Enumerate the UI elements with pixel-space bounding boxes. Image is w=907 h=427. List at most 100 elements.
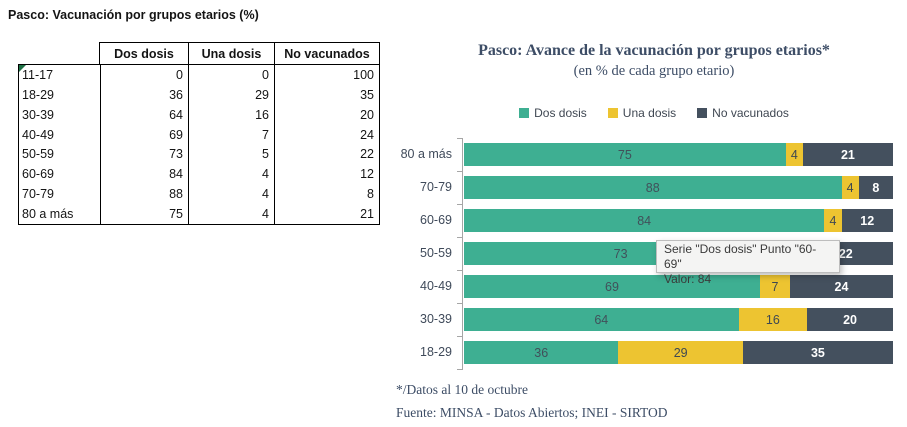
bar-data-label: 36 xyxy=(534,345,549,360)
bar-segment[interactable]: 84 xyxy=(464,209,825,232)
value-cell[interactable]: 4 xyxy=(262,207,269,222)
bar-data-label: 69 xyxy=(605,279,619,294)
table-row: 50-59 73 5 22 xyxy=(19,145,379,165)
value-cell[interactable]: 24 xyxy=(360,127,374,142)
bar-row: 84 4 12 xyxy=(464,209,893,232)
table-body: 11-17 0 0 100 18-29 36 29 35 30-39 64 16 20 40-49 69 7… xyxy=(18,64,380,225)
bar-segment[interactable]: 75 xyxy=(464,143,786,166)
category-label[interactable]: 80 a más xyxy=(400,147,452,161)
category-label[interactable]: 70-79 xyxy=(420,180,452,194)
row-label-cell[interactable]: 50-59 xyxy=(22,147,54,162)
row-label-cell[interactable]: 80 a más xyxy=(22,207,74,222)
value-cell[interactable]: 100 xyxy=(353,67,374,82)
value-cell[interactable]: 75 xyxy=(169,207,183,222)
row-label-cell[interactable]: 70-79 xyxy=(22,187,54,202)
value-cell[interactable]: 0 xyxy=(262,67,269,82)
row-label-cell[interactable]: 18-29 xyxy=(22,87,54,102)
value-cell[interactable]: 7 xyxy=(262,127,269,142)
row-label-cell[interactable]: 11-17 xyxy=(19,65,100,85)
chart-subtitle: (en % de cada grupo etario) xyxy=(573,63,735,79)
table-header-dos-dosis[interactable]: Dos dosis xyxy=(114,46,174,61)
column-divider xyxy=(274,65,275,224)
bar-segment[interactable]: 20 xyxy=(807,308,893,331)
bar-data-label: 4 xyxy=(790,147,798,162)
bar-row: 69 7 24 xyxy=(464,275,893,298)
value-cell[interactable]: 64 xyxy=(169,107,183,122)
legend: Dos dosis Una dosis No vacunados xyxy=(400,106,907,120)
bar-segment[interactable]: 29 xyxy=(618,341,743,364)
bar-data-label: 88 xyxy=(645,180,660,195)
value-cell[interactable]: 73 xyxy=(169,147,183,162)
value-cell[interactable]: 20 xyxy=(360,107,374,122)
value-cell[interactable]: 16 xyxy=(255,107,269,122)
legend-item[interactable]: Una dosis xyxy=(607,106,676,120)
value-cell[interactable]: 21 xyxy=(360,207,374,222)
category-label[interactable]: 30-39 xyxy=(420,312,452,326)
bar-data-label: 35 xyxy=(810,345,825,360)
bar-segment[interactable]: 69 xyxy=(464,275,760,298)
bar-row: 36 29 35 xyxy=(464,341,893,364)
category-label[interactable]: 50-59 xyxy=(420,246,452,260)
bar-segment[interactable]: 24 xyxy=(790,275,893,298)
legend-label: No vacunados xyxy=(712,106,789,120)
table-header-una-dosis[interactable]: Una dosis xyxy=(188,43,274,64)
bar-data-label: 4 xyxy=(846,180,854,195)
bar-row: 75 4 21 xyxy=(464,143,893,166)
bar-segment[interactable]: 88 xyxy=(464,176,842,199)
bar-segment[interactable]: 4 xyxy=(785,143,803,166)
value-cell[interactable]: 8 xyxy=(367,187,374,202)
row-label-cell[interactable]: 60-69 xyxy=(22,167,54,182)
table-row: 11-17 0 0 100 xyxy=(19,65,379,85)
bar-segment[interactable]: 8 xyxy=(858,176,893,199)
axis-tick xyxy=(457,369,462,370)
bar-row: 64 16 20 xyxy=(464,308,893,331)
row-label-cell[interactable]: 30-39 xyxy=(22,107,54,122)
axis-tick xyxy=(457,336,462,337)
bar-data-label: 16 xyxy=(765,312,780,327)
category-label[interactable]: 18-29 xyxy=(420,345,452,359)
value-cell[interactable]: 36 xyxy=(169,87,183,102)
value-cell[interactable]: 4 xyxy=(262,187,269,202)
legend-item[interactable]: Dos dosis xyxy=(519,106,587,120)
value-cell[interactable]: 0 xyxy=(176,67,183,82)
value-cell[interactable]: 35 xyxy=(360,87,374,102)
table-header-no-vacunados[interactable]: No vacunados xyxy=(274,43,379,64)
bar-segment[interactable]: 7 xyxy=(760,275,791,298)
value-cell[interactable]: 29 xyxy=(255,87,269,102)
axis-tick xyxy=(457,204,462,205)
value-cell[interactable]: 22 xyxy=(360,147,374,162)
legend-label: Dos dosis xyxy=(534,106,587,120)
legend-item[interactable]: No vacunados xyxy=(697,106,789,120)
value-cell[interactable]: 12 xyxy=(360,167,374,182)
bar-segment[interactable]: 64 xyxy=(464,308,739,331)
axis-tick xyxy=(457,171,462,172)
footnote-source: Fuente: MINSA - Datos Abiertos; INEI - S… xyxy=(396,405,668,420)
table-row: 40-49 69 7 24 xyxy=(19,125,379,145)
chart-title[interactable]: Pasco: Avance de la vacunación por grupo… xyxy=(478,42,830,59)
tooltip-value-line: Valor: 84 xyxy=(664,272,712,286)
table-row: 30-39 64 16 20 xyxy=(19,105,379,125)
bar-segment[interactable]: 36 xyxy=(464,341,619,364)
value-cell[interactable]: 84 xyxy=(169,167,183,182)
chart-tooltip: Serie "Dos dosis" Punto "60-69" Valor: 8… xyxy=(656,240,840,286)
row-label-cell[interactable]: 40-49 xyxy=(22,127,54,142)
bar-data-label: 29 xyxy=(673,345,688,360)
bar-data-label: 21 xyxy=(840,147,855,162)
category-label[interactable]: 40-49 xyxy=(420,279,452,293)
bar-segment[interactable]: 21 xyxy=(802,143,893,166)
bar-segment[interactable]: 4 xyxy=(824,209,842,232)
bar-segment[interactable]: 16 xyxy=(738,308,808,331)
value-cell[interactable]: 5 xyxy=(262,147,269,162)
bar-data-label: 73 xyxy=(613,246,628,261)
bar-data-label: 8 xyxy=(872,180,880,195)
category-label[interactable]: 60-69 xyxy=(420,213,452,227)
bar-segment[interactable]: 12 xyxy=(841,209,893,232)
bar-segment[interactable]: 35 xyxy=(742,341,893,364)
column-divider xyxy=(188,65,189,224)
value-cell[interactable]: 88 xyxy=(169,187,183,202)
bar-segment[interactable]: 4 xyxy=(841,176,859,199)
value-cell[interactable]: 4 xyxy=(262,167,269,182)
value-cell[interactable]: 69 xyxy=(169,127,183,142)
